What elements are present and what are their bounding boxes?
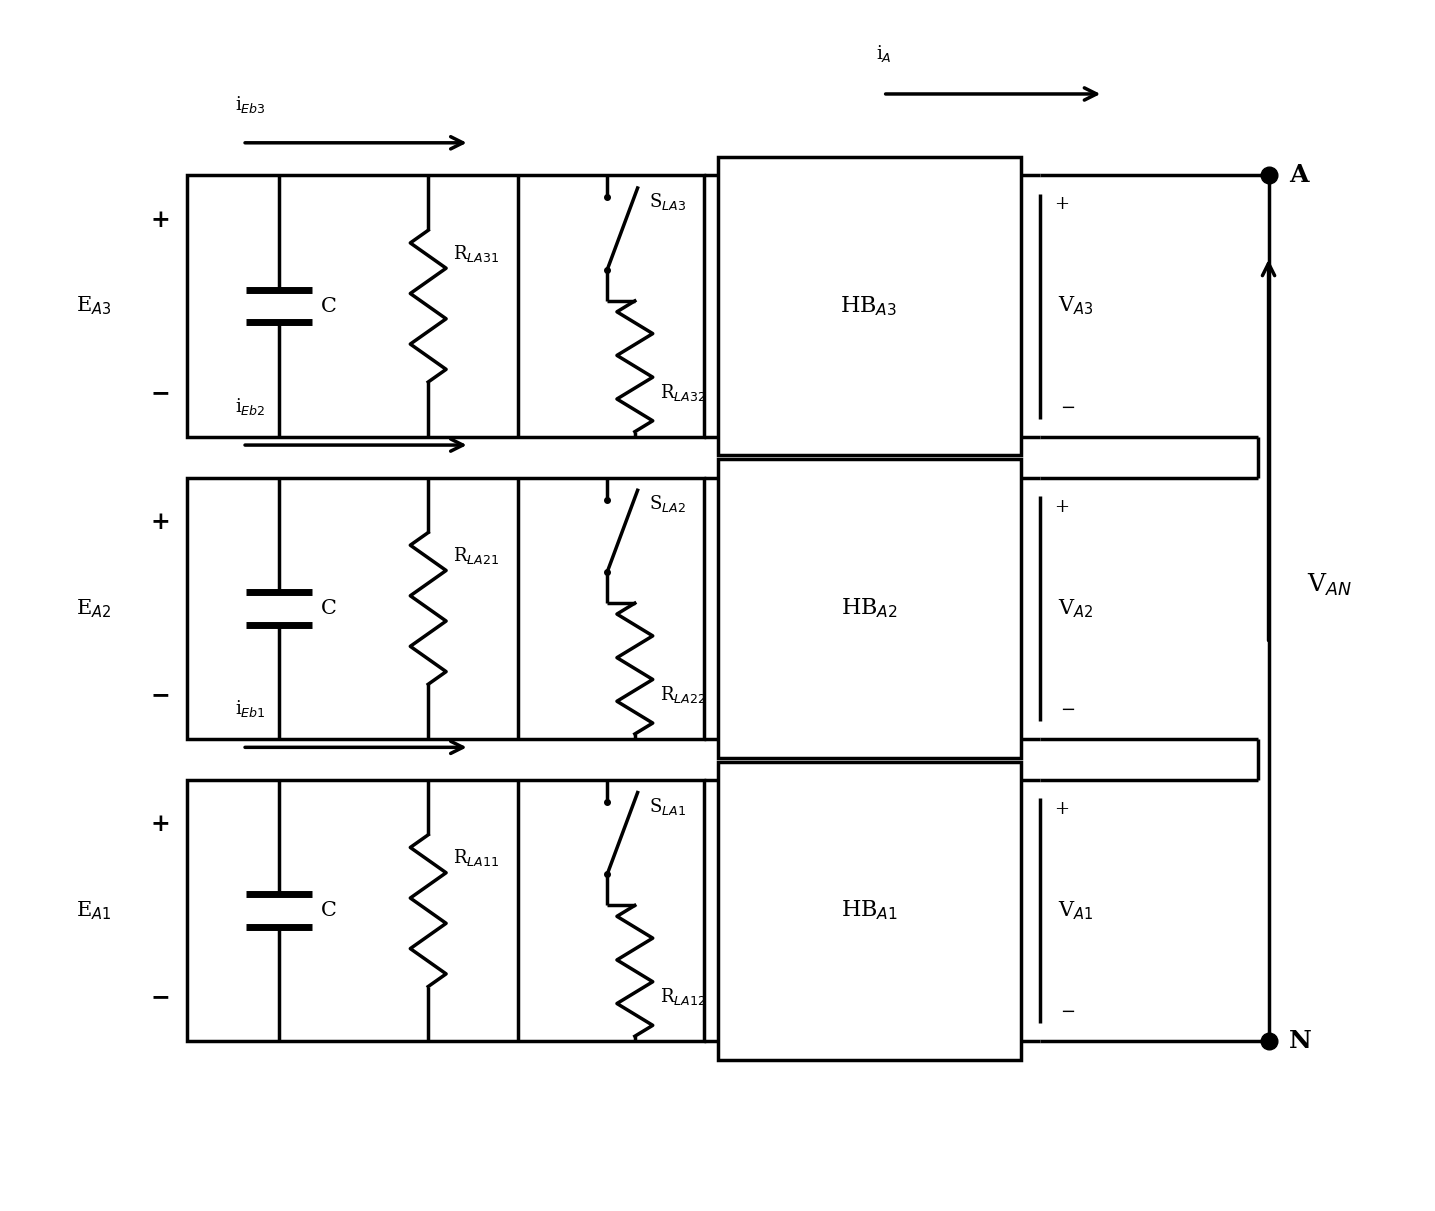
Text: E$_{A3}$: E$_{A3}$ bbox=[76, 294, 110, 317]
Text: i$_A$: i$_A$ bbox=[875, 42, 891, 64]
Text: +: + bbox=[151, 207, 171, 231]
Text: R$_{LA11}$: R$_{LA11}$ bbox=[453, 846, 499, 868]
Text: HB$_{A3}$: HB$_{A3}$ bbox=[841, 294, 898, 318]
Text: S$_{LA2}$: S$_{LA2}$ bbox=[649, 493, 686, 515]
Text: −: − bbox=[1060, 398, 1076, 417]
Text: V$_{A1}$: V$_{A1}$ bbox=[1058, 900, 1093, 922]
Text: −: − bbox=[151, 986, 171, 1009]
Text: i$_{Eb1}$: i$_{Eb1}$ bbox=[235, 699, 265, 719]
Bar bbox=[187, 477, 703, 739]
Text: N: N bbox=[1289, 1029, 1312, 1054]
Text: −: − bbox=[1060, 701, 1076, 719]
Text: R$_{LA32}$: R$_{LA32}$ bbox=[660, 381, 706, 403]
Text: HB$_{A2}$: HB$_{A2}$ bbox=[841, 597, 897, 620]
Text: V$_{A2}$: V$_{A2}$ bbox=[1058, 597, 1093, 620]
Text: +: + bbox=[151, 813, 171, 836]
Bar bbox=[718, 157, 1020, 455]
Text: R$_{LA31}$: R$_{LA31}$ bbox=[453, 242, 499, 264]
Text: S$_{LA1}$: S$_{LA1}$ bbox=[649, 796, 686, 816]
Text: V$_{A3}$: V$_{A3}$ bbox=[1058, 294, 1093, 317]
Text: R$_{LA22}$: R$_{LA22}$ bbox=[660, 684, 706, 705]
Text: E$_{A2}$: E$_{A2}$ bbox=[76, 597, 110, 620]
Text: V$_{AN}$: V$_{AN}$ bbox=[1307, 572, 1352, 598]
Text: R$_{LA12}$: R$_{LA12}$ bbox=[660, 987, 706, 1008]
Bar bbox=[718, 762, 1020, 1060]
Text: C: C bbox=[321, 599, 337, 618]
Text: i$_{Eb2}$: i$_{Eb2}$ bbox=[235, 396, 265, 417]
Text: S$_{LA3}$: S$_{LA3}$ bbox=[649, 191, 686, 212]
Text: C: C bbox=[321, 901, 337, 920]
Text: −: − bbox=[151, 380, 171, 404]
Bar bbox=[718, 459, 1020, 758]
Text: +: + bbox=[1053, 800, 1069, 817]
Text: A: A bbox=[1289, 163, 1309, 188]
Text: +: + bbox=[1053, 195, 1069, 213]
Bar bbox=[187, 176, 703, 437]
Text: +: + bbox=[151, 510, 171, 534]
Text: R$_{LA21}$: R$_{LA21}$ bbox=[453, 545, 499, 566]
Text: C: C bbox=[321, 297, 337, 316]
Bar bbox=[187, 780, 703, 1041]
Text: i$_{Eb3}$: i$_{Eb3}$ bbox=[235, 94, 265, 115]
Text: E$_{A1}$: E$_{A1}$ bbox=[76, 900, 110, 922]
Text: −: − bbox=[151, 683, 171, 707]
Text: +: + bbox=[1053, 498, 1069, 516]
Text: HB$_{A1}$: HB$_{A1}$ bbox=[841, 899, 897, 923]
Text: −: − bbox=[1060, 1004, 1076, 1021]
